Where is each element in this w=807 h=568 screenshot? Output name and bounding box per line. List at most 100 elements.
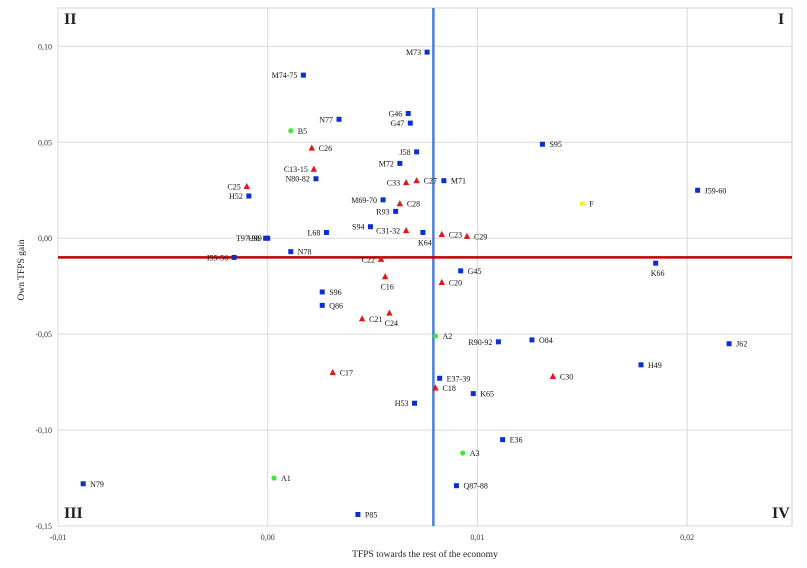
data-point: C24 [385,309,398,328]
point-label: N78 [298,248,312,257]
data-point: N77 [319,115,342,124]
data-point: H49 [638,361,662,370]
quadrant-label-iii: III [64,505,83,522]
quadrant-label-i: I [778,11,784,28]
point-label: A2 [442,332,452,341]
data-point: I55-56 [207,253,237,262]
point-marker-triangle [463,232,471,239]
point-marker-circle [460,450,466,456]
point-label: H49 [648,361,662,370]
data-point: S95 [539,140,562,149]
data-point: C25 [227,182,250,191]
data-point: C22 [362,255,385,264]
point-label: C28 [407,200,420,209]
point-label: N79 [90,480,104,489]
point-label: C27 [424,177,437,186]
data-point: G45 [458,267,481,276]
data-point: C13-15 [284,165,318,174]
point-marker-square [529,337,535,343]
point-marker-square [323,229,329,235]
point-label: G46 [388,110,402,119]
point-label: A1 [281,474,291,483]
data-point: M72 [379,159,403,168]
point-marker-square [397,160,403,166]
point-marker-square [412,400,418,406]
point-label: C30 [560,372,573,381]
point-marker-square [405,111,411,117]
point-label: Q86 [329,301,343,310]
point-label: S94 [352,223,364,232]
point-label: T97-98 [236,234,260,243]
data-point: J58 [399,148,420,157]
point-label: H52 [229,192,243,201]
point-marker-square [726,341,732,347]
point-label: N77 [319,115,333,124]
data-point: O84 [529,336,553,345]
point-label: K65 [480,390,494,399]
point-label: M74-75 [272,71,298,80]
point-label: G47 [391,119,405,128]
point-marker-triangle [386,309,393,316]
point-marker-triangle [432,384,439,391]
point-marker-triangle [402,226,410,234]
point-marker-square [80,481,86,487]
point-label: M69-70 [351,196,377,205]
data-point: C26 [308,144,332,153]
tick-labels: -0,01 0,00 0,01 0,02 -0,15 -0,10 -0,05 0,00 0,05… [35,42,694,542]
data-point: A2 [432,332,452,341]
data-point: J59-60 [695,186,726,195]
data-point: J62 [726,340,747,349]
point-marker-square [367,224,373,230]
point-label: J59-60 [705,186,727,195]
point-label: Q87-88 [463,482,487,491]
point-label: C18 [442,384,455,393]
point-marker-square [453,483,459,489]
point-marker-square [441,178,447,184]
point-marker-triangle [549,372,557,379]
quadrant-label-ii: II [64,11,76,28]
data-point: A3 [460,449,480,458]
point-marker-triangle [308,144,315,151]
point-marker-square [437,375,443,381]
point-marker-circle [288,128,294,134]
point-label: G45 [468,267,482,276]
point-label: K64 [418,238,432,247]
data-point: H52 [229,192,252,201]
data-point: H53 [395,399,418,408]
data-point: G47 [391,119,413,128]
data-point: C33 [387,179,410,188]
point-marker-triangle [438,278,445,285]
point-marker-square [288,249,294,255]
data-point: N79 [80,480,104,489]
point-marker-square [319,302,325,308]
point-label: M72 [379,159,394,168]
data-point: R90-92 [468,338,501,347]
data-point: G46 [388,110,411,119]
point-label: C23 [449,230,462,239]
point-marker-square [336,116,342,122]
point-label: A3 [470,449,480,458]
data-point: N80-82 [285,175,319,184]
data-point: N78 [288,248,312,257]
point-label: C26 [319,144,332,153]
x-tick-label: 0,00 [261,533,275,542]
point-label: P85 [365,510,377,519]
plot-frame [57,7,793,527]
point-marker-triangle [358,315,366,322]
point-marker-square [653,260,659,266]
data-point: C17 [329,369,353,378]
data-point: C23 [438,230,462,239]
data-point: R93 [376,207,399,216]
x-tick-label: -0,01 [50,533,67,542]
point-marker-square [393,208,399,214]
point-label: C33 [387,179,400,188]
point-marker-square [539,141,545,147]
point-marker-square [638,362,644,368]
y-tick-label: 0,10 [38,42,52,51]
point-marker-square [495,339,501,345]
data-point: C18 [432,384,456,393]
point-label: C16 [380,283,393,292]
point-marker-circle [579,201,585,207]
